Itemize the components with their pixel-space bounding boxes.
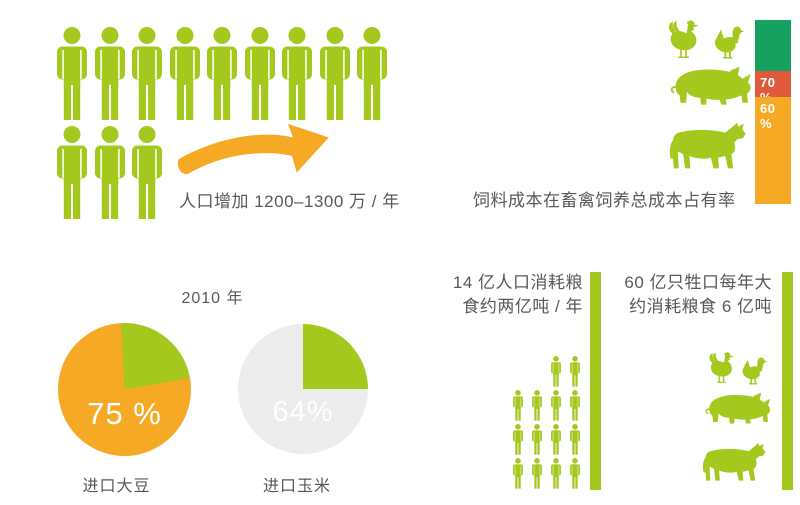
person-icon bbox=[318, 27, 352, 121]
rooster-icon bbox=[666, 20, 700, 62]
person-icon bbox=[355, 27, 389, 121]
person-icon bbox=[567, 356, 583, 387]
cow-icon bbox=[700, 441, 772, 485]
person-icon bbox=[168, 27, 202, 121]
grid-person-cell bbox=[567, 421, 586, 455]
grid-empty-cell bbox=[510, 353, 529, 387]
human-caption-line2: 食约两亿吨 / 年 bbox=[462, 296, 583, 316]
person-icon bbox=[567, 458, 583, 489]
feed-cost-caption: 饲料成本在畜禽饲养总成本占有率 bbox=[473, 191, 736, 210]
person-icon bbox=[510, 458, 526, 489]
grid-empty-cell bbox=[529, 353, 548, 387]
person-icon bbox=[529, 390, 545, 421]
goose-icon bbox=[740, 356, 767, 385]
grid-person-cell bbox=[510, 455, 529, 489]
human-consumption-caption: 14 亿人口消耗粮 食约两亿吨 / 年 bbox=[430, 271, 583, 318]
livestock-caption-line1: 60 亿只牲口每年大 bbox=[624, 273, 772, 292]
person-icon bbox=[548, 458, 564, 489]
person-icon bbox=[548, 390, 564, 421]
grid-person-cell bbox=[567, 387, 586, 421]
rooster-icon bbox=[706, 352, 736, 386]
person-icon bbox=[529, 424, 545, 455]
pie-corn: 64% bbox=[238, 324, 368, 454]
pie-corn-value: 64% bbox=[272, 396, 334, 428]
bar-segment: 60 % bbox=[755, 97, 791, 204]
year-title: 2010 年 bbox=[181, 290, 244, 307]
pig-icon bbox=[702, 390, 774, 430]
bar-segment: 70 % bbox=[755, 70, 791, 105]
person-icon bbox=[280, 27, 314, 121]
grid-person-cell bbox=[567, 353, 586, 387]
person-icon bbox=[55, 126, 89, 220]
pig-icon bbox=[664, 64, 758, 112]
pie-corn-label: 进口玉米 bbox=[262, 478, 331, 495]
pie-soybean: 75 % bbox=[58, 323, 191, 456]
pie-soybean-value: 75 % bbox=[87, 396, 162, 431]
bar-segment bbox=[755, 20, 791, 71]
grid-person-cell bbox=[529, 421, 548, 455]
grid-person-cell bbox=[548, 353, 567, 387]
bar-segment-label: 60 % bbox=[760, 101, 776, 132]
grid-person-cell bbox=[510, 387, 529, 421]
population-caption: 人口增加 1200–1300 万 / 年 bbox=[179, 192, 400, 211]
person-row-1 bbox=[55, 27, 389, 121]
person-icon bbox=[510, 390, 526, 421]
grid-person-cell bbox=[529, 455, 548, 489]
pie-soybean-label: 进口大豆 bbox=[82, 478, 151, 495]
human-caption-line1: 14 亿人口消耗粮 bbox=[452, 273, 583, 292]
person-icon bbox=[93, 126, 127, 220]
feed-cost-stacked-bar: 70 %60 % bbox=[755, 20, 791, 204]
grid-person-cell bbox=[548, 455, 567, 489]
person-grid-14 bbox=[510, 353, 586, 489]
grid-person-cell bbox=[548, 421, 567, 455]
cow-icon bbox=[660, 122, 760, 172]
person-row-2 bbox=[55, 126, 164, 220]
livestock-consumption-caption: 60 亿只牲口每年大 约消耗粮食 6 亿吨 bbox=[618, 271, 772, 318]
grid-person-cell bbox=[529, 387, 548, 421]
person-icon bbox=[567, 424, 583, 455]
growth-arrow-icon bbox=[172, 118, 334, 188]
grid-person-cell bbox=[567, 455, 586, 489]
person-icon bbox=[567, 390, 583, 421]
grid-person-cell bbox=[548, 387, 567, 421]
person-icon bbox=[548, 356, 564, 387]
person-icon bbox=[93, 27, 127, 121]
person-icon bbox=[205, 27, 239, 121]
person-icon bbox=[243, 27, 277, 121]
person-icon bbox=[55, 27, 89, 121]
divider-bar-2 bbox=[782, 272, 793, 490]
person-icon bbox=[548, 424, 564, 455]
person-icon bbox=[130, 27, 164, 121]
grid-person-cell bbox=[510, 421, 529, 455]
livestock-caption-line2: 约消耗粮食 6 亿吨 bbox=[629, 296, 772, 316]
person-icon bbox=[130, 126, 164, 220]
person-icon bbox=[510, 424, 526, 455]
person-icon bbox=[529, 458, 545, 489]
divider-bar-1 bbox=[590, 272, 601, 490]
goose-icon bbox=[712, 24, 744, 60]
